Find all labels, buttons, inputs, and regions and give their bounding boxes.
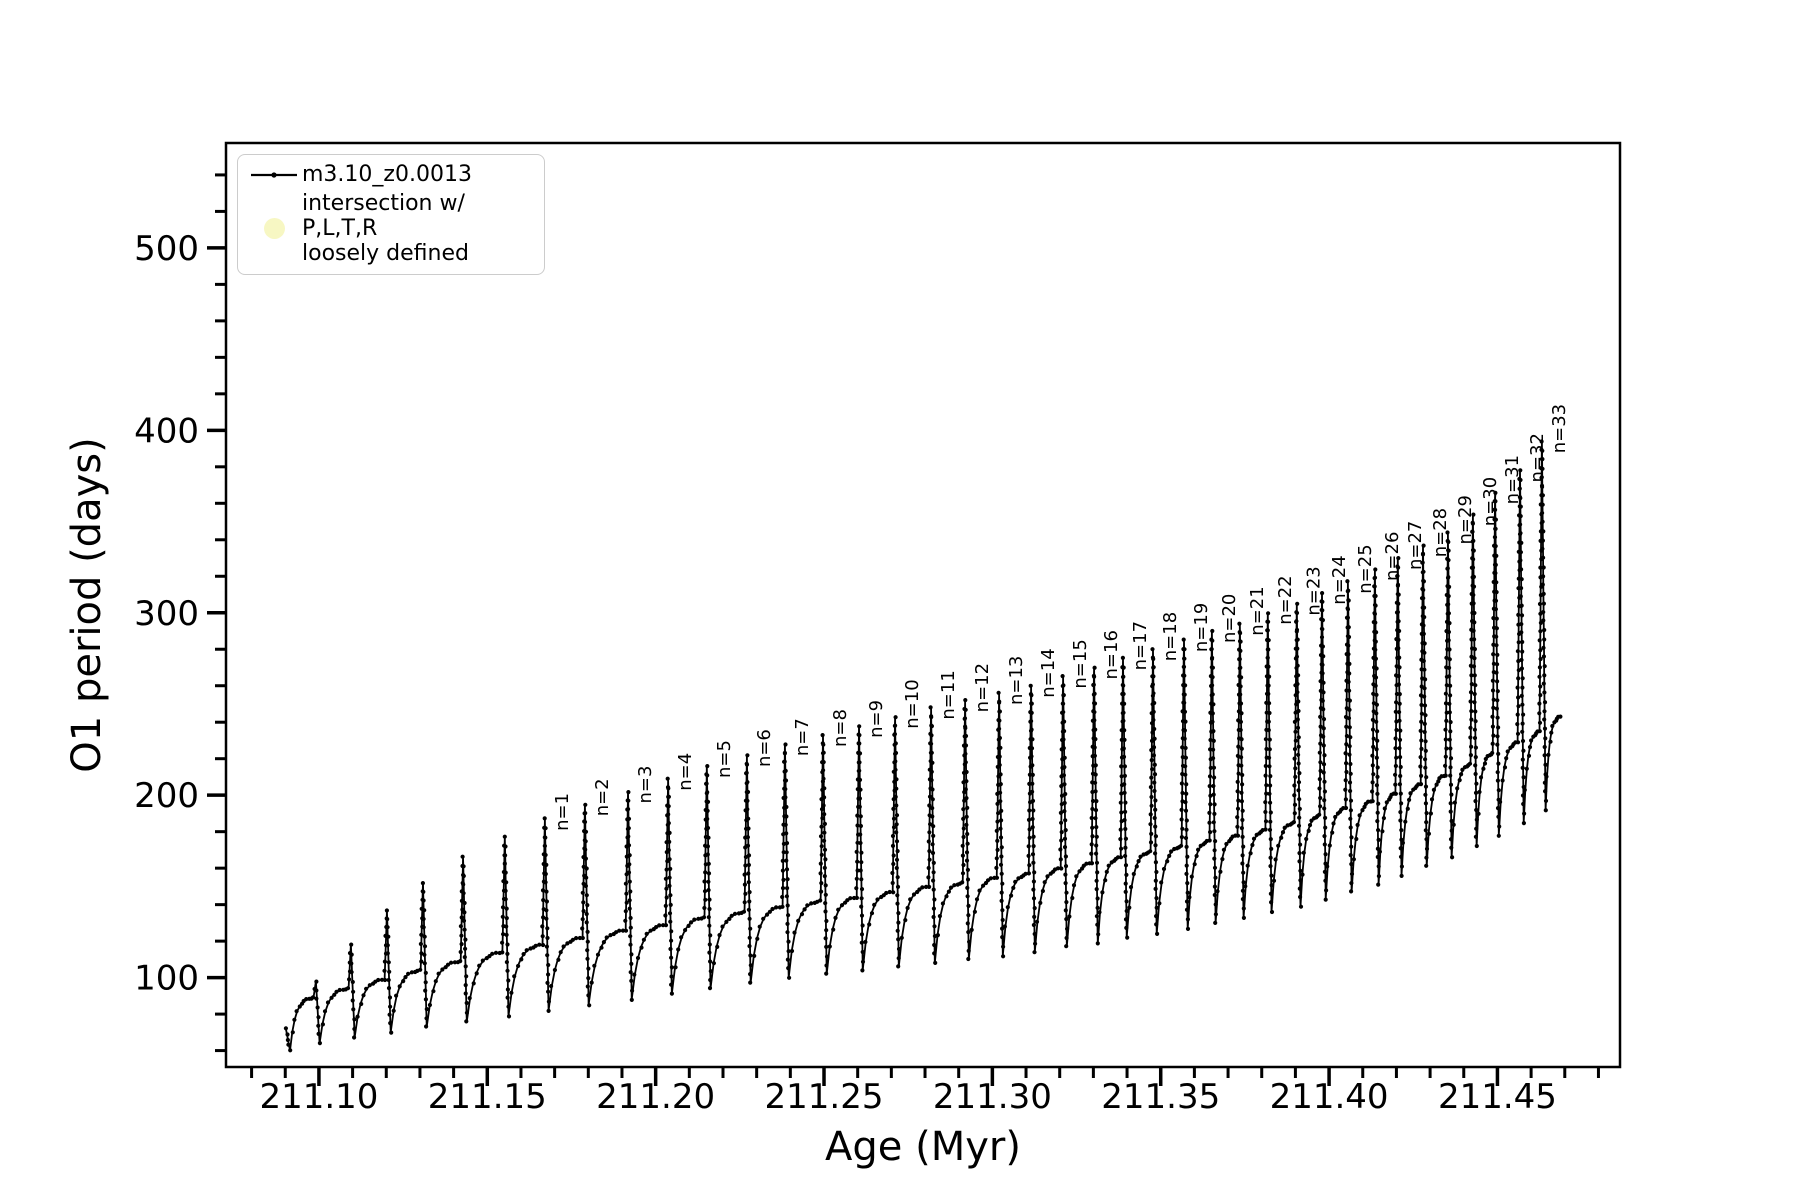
legend-intersection-label-line2: loosely defined [302,241,469,266]
series-markers [283,439,1563,1053]
x-tick-label: 211.35 [1101,1077,1220,1117]
spike-label: n=25 [1355,544,1376,593]
spike-label: n=14 [1038,648,1059,697]
legend-entry-series: m3.10_z0.0013 [246,162,534,187]
series-path [285,441,1561,1051]
spike-label: n=30 [1480,477,1501,526]
spike-label: n=9 [866,700,887,738]
x-axis-label: Age (Myr) [825,1124,1021,1170]
spike-label: n=18 [1160,612,1181,661]
spike-label: n=16 [1101,630,1122,679]
spike-label: n=4 [675,753,696,791]
legend-line-dot-marker [246,169,302,181]
spike-label: n=27 [1405,521,1426,570]
spike-label: n=20 [1219,594,1240,643]
series-line [285,441,1561,1051]
spike-label: n=10 [902,679,923,728]
x-tick-label: 211.25 [765,1077,884,1117]
series-marker-dots [283,439,1563,1053]
spike-label: n=32 [1527,433,1548,482]
spike-label: n=24 [1329,555,1350,604]
x-tick-label: 211.40 [1270,1077,1389,1117]
y-tick-label: 300 [134,594,199,634]
spike-label: n=23 [1304,566,1325,615]
x-tick-label: 211.20 [596,1077,715,1117]
legend-entry-intersection: intersection w/ P,L,T,R loosely defined [246,191,534,266]
y-tick-label: 400 [134,411,199,451]
spike-label: n=2 [592,778,613,816]
x-tick-label: 211.45 [1438,1077,1557,1117]
axis-tick-labels: 211.10 211.15 211.20 211.25 211.30 211.35 211.… [134,229,1557,1117]
spike-label: n=13 [1006,656,1027,705]
legend-series-label: m3.10_z0.0013 [302,162,472,187]
spike-label: n=7 [792,718,813,756]
y-tick-label: 200 [134,776,199,816]
spike-label: n=31 [1502,455,1523,504]
spike-label: n=22 [1275,575,1296,624]
spike-label: n=3 [635,766,656,804]
y-tick-label: 100 [134,959,199,999]
y-axis-label: O1 period (days) [64,437,110,772]
spike-label: n=12 [972,663,993,712]
spike-label: n=33 [1549,404,1570,453]
legend-intersection-label: intersection w/ P,L,T,R loosely defined [302,191,534,266]
spike-label: n=1 [552,793,573,831]
legend-circle-marker [246,218,302,239]
plot-area-border [224,141,1622,1069]
spike-label: n=26 [1382,532,1403,581]
axis-ticks [207,173,1600,1086]
spike-label: n=6 [754,729,775,767]
legend-intersection-label-line1: intersection w/ P,L,T,R [302,191,465,241]
spike-label: n=28 [1430,508,1451,557]
legend: m3.10_z0.0013 intersection w/ P,L,T,R lo… [237,154,545,275]
spike-label: n=29 [1455,495,1476,544]
spike-label: n=17 [1130,621,1151,670]
spike-label: n=5 [714,740,735,778]
spike-label: n=21 [1247,586,1268,635]
spike-label: n=15 [1070,639,1091,688]
x-tick-label: 211.30 [933,1077,1052,1117]
x-tick-label: 211.10 [259,1077,378,1117]
spike-label: n=8 [830,709,851,747]
spike-labels: n=1 n=2 n=3 n=4 n=5 n=6 n=7 n=8 n=9 n=10 n=11 n=12 n… [552,404,1570,831]
y-tick-label: 500 [134,229,199,269]
spike-label: n=19 [1191,603,1212,652]
x-tick-label: 211.15 [428,1077,547,1117]
spike-label: n=11 [938,670,959,719]
